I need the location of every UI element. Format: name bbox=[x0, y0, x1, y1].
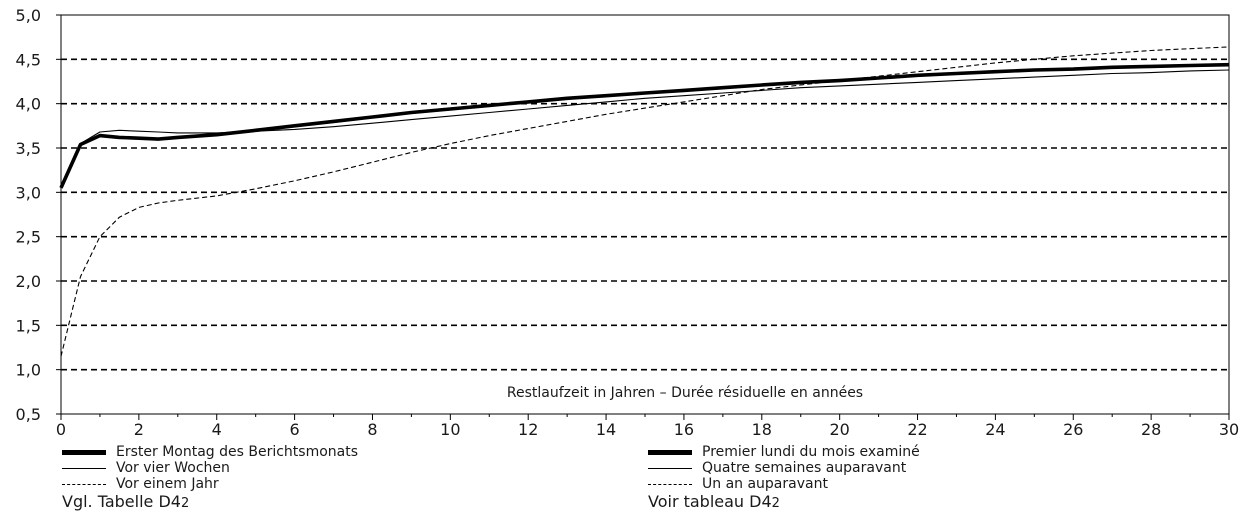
y-tick-label: 3,5 bbox=[16, 139, 41, 158]
plot-frame bbox=[60, 14, 1230, 415]
y-tick-label: 1,0 bbox=[16, 361, 41, 380]
y-axis: 0,5 1,0 1,5 2,0 2,5 3,0 3,5 4,0 4,5 5,0 bbox=[16, 6, 61, 424]
x-tick-label: 6 bbox=[290, 420, 300, 439]
legend-item-premier-lundi: Premier lundi du mois examiné bbox=[648, 444, 920, 460]
x-tick-label: 16 bbox=[674, 420, 694, 439]
x-tick-label: 10 bbox=[440, 420, 460, 439]
series-line-thin bbox=[60, 69, 1230, 189]
yield-curve-chart: 0,51,01,52,02,53,03,54,04,55,0 0 2 4 6 8 10 12… bbox=[16, 6, 1240, 439]
x-tick-label: 12 bbox=[518, 420, 538, 439]
legend-swatch-dashed bbox=[648, 483, 692, 485]
y-tick-label: 3,0 bbox=[16, 183, 41, 202]
y-tick-label: 4,0 bbox=[16, 95, 41, 114]
legend-item-un-an: Un an auparavant bbox=[648, 476, 920, 492]
gridlines bbox=[61, 58, 1229, 371]
x-axis-label: Restlaufzeit in Jahren – Durée résiduell… bbox=[507, 385, 863, 401]
series-layer bbox=[59, 46, 1230, 357]
y-tick-label: 4,5 bbox=[16, 50, 41, 69]
legend-label: Vor vier Wochen bbox=[116, 460, 230, 476]
table-reference: Vgl. Tabelle D42 bbox=[62, 492, 190, 512]
y-tick-label: 2,0 bbox=[16, 272, 41, 291]
legend-item-first-monday: Erster Montag des Berichtsmonats bbox=[62, 444, 358, 460]
x-tick-label: 2 bbox=[134, 420, 144, 439]
legend-item-four-weeks-ago: Vor vier Wochen bbox=[62, 460, 358, 476]
y-tick-label: 5,0 bbox=[16, 6, 41, 25]
x-tick-label: 18 bbox=[752, 420, 772, 439]
x-tick-label: 22 bbox=[907, 420, 927, 439]
legend-label: Un an auparavant bbox=[702, 476, 828, 492]
legend-label: Erster Montag des Berichtsmonats bbox=[116, 444, 359, 460]
y-tick-label: 2,5 bbox=[16, 228, 41, 247]
x-axis: 0 2 4 6 8 10 12 14 16 18 20 22 24 26 28 30 bbox=[56, 414, 1239, 439]
legend-swatch-dashed bbox=[62, 483, 106, 485]
legend-label: Quatre semaines auparavant bbox=[702, 460, 907, 476]
legend-swatch-thin bbox=[62, 467, 106, 469]
x-tick-label: 26 bbox=[1063, 420, 1083, 439]
y-tick-label: 0,5 bbox=[16, 405, 41, 424]
legend-item-quatre-semaines: Quatre semaines auparavant bbox=[648, 460, 920, 476]
y-tick-label: 1,5 bbox=[16, 316, 41, 335]
x-tick-label: 14 bbox=[596, 420, 616, 439]
x-tick-label: 30 bbox=[1219, 420, 1239, 439]
x-tick-label: 8 bbox=[367, 420, 377, 439]
legend-label: Premier lundi du mois examiné bbox=[702, 444, 920, 460]
legend-left: Erster Montag des Berichtsmonats Vor vie… bbox=[62, 444, 358, 512]
table-reference: Voir tableau D42 bbox=[648, 492, 780, 512]
legend-swatch-thick bbox=[648, 449, 692, 455]
series-line-dashed bbox=[60, 46, 1230, 357]
x-tick-label: 4 bbox=[212, 420, 222, 439]
legend-right: Premier lundi du mois examiné Quatre sem… bbox=[648, 444, 920, 512]
legend-label: Vor einem Jahr bbox=[116, 476, 219, 492]
legend-swatch-thin bbox=[648, 467, 692, 469]
x-tick-label: 28 bbox=[1141, 420, 1161, 439]
x-tick-label: 24 bbox=[985, 420, 1005, 439]
legend-swatch-thick bbox=[62, 449, 106, 455]
x-tick-label: 0 bbox=[56, 420, 66, 439]
x-tick-label: 20 bbox=[829, 420, 849, 439]
series-line-thick bbox=[59, 62, 1230, 189]
legend-item-one-year-ago: Vor einem Jahr bbox=[62, 476, 358, 492]
